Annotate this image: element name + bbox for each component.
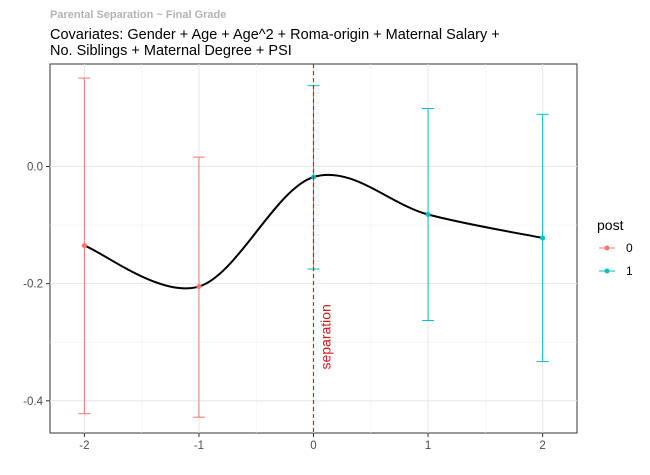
estimate-point — [540, 235, 546, 241]
chart-title: Parental Separation ~ Final Grade — [50, 9, 226, 21]
x-tick-label: -2 — [79, 440, 89, 452]
legend-title: post — [597, 217, 624, 233]
chart-subtitle-line-2: No. Siblings + Maternal Degree + PSI — [50, 43, 292, 59]
chart-subtitle-line-1: Covariates: Gender + Age + Age^2 + Roma-… — [50, 27, 500, 43]
data-marks: separation — [78, 64, 549, 433]
estimate-point — [425, 212, 431, 218]
axes: -2 -1 0 1 2 0.0 -0.2 -0.4 — [23, 162, 546, 453]
y-tick-label: -0.2 — [23, 279, 43, 291]
x-tick-label: -1 — [194, 440, 204, 452]
x-tick-label: 0 — [310, 440, 316, 452]
y-tick-label: -0.4 — [23, 396, 43, 408]
legend: post 0 1 — [597, 217, 633, 278]
legend-label-post-1: 1 — [626, 264, 633, 278]
legend-dot-post-1 — [604, 268, 610, 274]
estimate-point — [196, 284, 202, 290]
smooth-estimate-line — [84, 173, 543, 290]
legend-dot-post-0 — [604, 245, 610, 251]
x-tick-label: 1 — [425, 440, 431, 452]
x-tick-label: 2 — [539, 440, 545, 452]
y-tick-label: 0.0 — [27, 162, 43, 174]
legend-label-post-0: 0 — [626, 241, 633, 255]
separation-label: separation — [318, 304, 334, 369]
estimate-point — [81, 243, 87, 249]
